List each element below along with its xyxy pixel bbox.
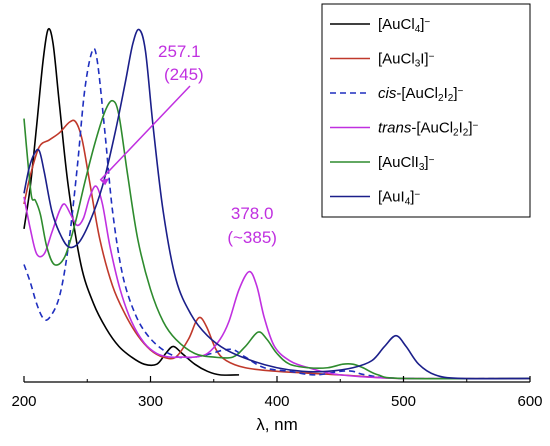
legend-label-2: cis-[AuCl2I2]− [378, 85, 464, 104]
annotation-arrow-1 [99, 85, 191, 181]
legend-label-4: [AuClI3]− [378, 154, 435, 173]
legend-label-0: [AuCl4]− [378, 16, 430, 35]
x-axis-title: λ, nm [256, 415, 298, 434]
series-line-2 [23, 47, 531, 380]
x-tick-label-2: 400 [264, 393, 289, 410]
annotation-peak-2-value: 378.0 [231, 204, 274, 223]
series-line-5 [23, 28, 531, 380]
x-tick-label-0: 200 [11, 393, 36, 410]
annotation-peak-1-value: 257.1 [158, 42, 201, 61]
annotations: 257.1 (245) 378.0 (~385) [99, 42, 277, 247]
x-tick-label-3: 500 [391, 393, 416, 410]
legend-label-3: trans-[AuCl2I2]− [378, 120, 479, 139]
x-axis: 200 300 400 500 600 λ, nm [11, 376, 543, 434]
series-line-4 [23, 99, 531, 380]
legend: [AuCl4]− [AuCl3I]− cis-[AuCl2I2]− trans-[Au… [321, 3, 531, 218]
series-line-3 [23, 185, 531, 380]
x-tick-label-4: 600 [517, 393, 542, 410]
arrowhead-icon [100, 178, 110, 186]
plot-area [23, 27, 531, 380]
legend-label-1: [AuCl3I]− [378, 51, 435, 70]
legend-box [321, 3, 531, 218]
x-tick-label-1: 300 [138, 393, 163, 410]
annotation-peak-1-ref: (245) [164, 65, 204, 84]
annotation-peak-2-ref: (~385) [227, 228, 277, 247]
legend-label-5: [AuI4]− [378, 189, 420, 208]
